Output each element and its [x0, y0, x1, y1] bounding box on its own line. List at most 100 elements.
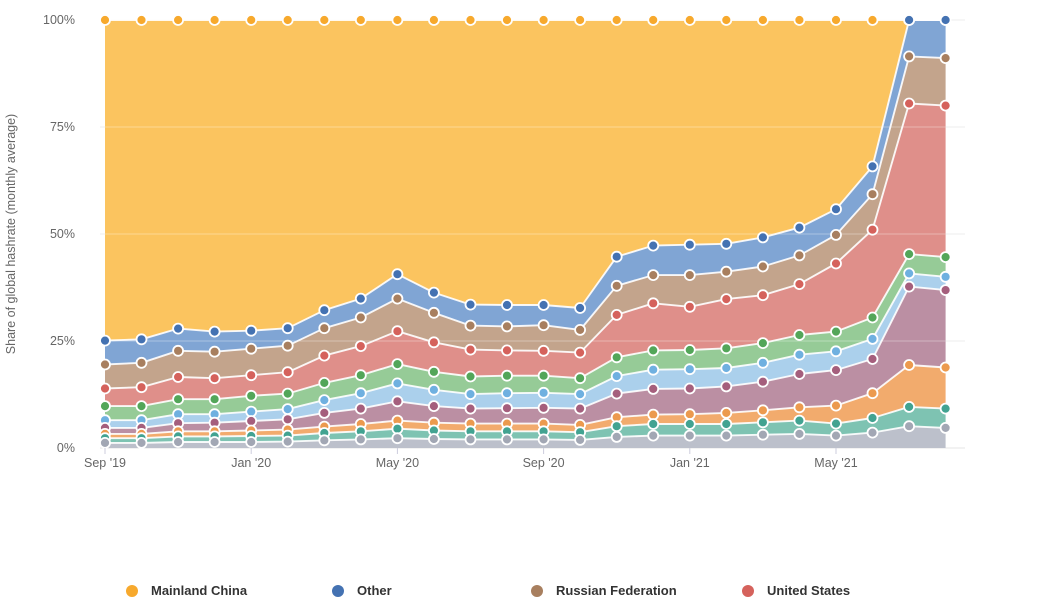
data-point-mainland-china[interactable]	[318, 14, 331, 26]
data-point-other[interactable]	[866, 160, 879, 173]
data-point-canada[interactable]	[830, 399, 842, 412]
data-point-united-states[interactable]	[866, 223, 879, 236]
data-point-other[interactable]	[574, 302, 586, 314]
data-point-russian-federation[interactable]	[610, 279, 623, 292]
data-point-kazakhstan[interactable]	[464, 402, 477, 415]
data-point-ireland[interactable]	[574, 433, 586, 446]
data-point-russian-federation[interactable]	[757, 260, 769, 273]
data-point-mainland-china[interactable]	[245, 14, 258, 26]
data-point-malaysia[interactable]	[464, 370, 477, 383]
data-point-other[interactable]	[537, 299, 550, 311]
data-point-malaysia[interactable]	[501, 369, 513, 382]
data-point-kazakhstan[interactable]	[574, 402, 586, 415]
data-point-united-states[interactable]	[99, 382, 111, 395]
data-point-iran[interactable]	[501, 387, 513, 400]
data-point-mainland-china[interactable]	[208, 14, 221, 26]
data-point-united-states[interactable]	[830, 257, 842, 270]
data-point-russian-federation[interactable]	[647, 269, 660, 282]
data-point-canada[interactable]	[683, 408, 696, 421]
data-point-russian-federation[interactable]	[939, 52, 952, 64]
data-point-mainland-china[interactable]	[501, 14, 513, 26]
data-point-kazakhstan[interactable]	[354, 402, 367, 415]
data-point-other[interactable]	[99, 334, 111, 347]
data-point-iran[interactable]	[757, 356, 769, 369]
data-point-kazakhstan[interactable]	[866, 353, 879, 365]
data-point-russian-federation[interactable]	[172, 344, 185, 357]
data-point-germany[interactable]	[793, 414, 806, 427]
data-point-malaysia[interactable]	[866, 311, 879, 324]
data-point-germany[interactable]	[391, 422, 404, 435]
data-point-kazakhstan[interactable]	[501, 402, 513, 415]
data-point-russian-federation[interactable]	[537, 319, 550, 332]
data-point-kazakhstan[interactable]	[757, 375, 769, 388]
data-point-mainland-china[interactable]	[793, 14, 806, 26]
data-point-mainland-china[interactable]	[464, 14, 477, 26]
data-point-united-states[interactable]	[683, 300, 696, 313]
data-point-ireland[interactable]	[281, 435, 294, 448]
data-point-russian-federation[interactable]	[135, 356, 148, 369]
data-point-kazakhstan[interactable]	[610, 387, 623, 400]
data-point-ireland[interactable]	[208, 436, 221, 448]
data-point-united-states[interactable]	[647, 297, 660, 310]
data-point-mainland-china[interactable]	[683, 14, 696, 26]
data-point-russian-federation[interactable]	[903, 50, 915, 63]
data-point-other[interactable]	[245, 324, 258, 337]
data-point-other[interactable]	[757, 231, 769, 244]
data-point-russian-federation[interactable]	[501, 320, 513, 333]
legend-item-russian-federation[interactable]: Russian Federation	[531, 583, 677, 599]
data-point-ireland[interactable]	[464, 433, 477, 446]
data-point-iran[interactable]	[793, 348, 806, 361]
data-point-malaysia[interactable]	[903, 248, 915, 261]
data-point-malaysia[interactable]	[245, 389, 258, 402]
data-point-ireland[interactable]	[720, 429, 733, 442]
data-point-malaysia[interactable]	[830, 325, 842, 338]
data-point-iran[interactable]	[647, 363, 660, 376]
data-point-malaysia[interactable]	[354, 369, 367, 382]
data-point-kazakhstan[interactable]	[720, 380, 733, 393]
data-point-russian-federation[interactable]	[245, 342, 258, 355]
data-point-kazakhstan[interactable]	[830, 364, 842, 377]
data-point-iran[interactable]	[318, 394, 331, 407]
data-point-iran[interactable]	[537, 386, 550, 399]
data-point-kazakhstan[interactable]	[245, 415, 258, 427]
data-point-canada[interactable]	[757, 404, 769, 417]
data-point-other[interactable]	[391, 268, 404, 281]
data-point-mainland-china[interactable]	[647, 14, 660, 26]
data-point-iran[interactable]	[830, 345, 842, 358]
data-point-russian-federation[interactable]	[683, 269, 696, 282]
data-point-ireland[interactable]	[354, 433, 367, 446]
data-point-iran[interactable]	[464, 388, 477, 401]
data-point-malaysia[interactable]	[208, 393, 221, 406]
data-point-other[interactable]	[610, 250, 623, 263]
data-point-malaysia[interactable]	[391, 358, 404, 371]
data-point-other[interactable]	[464, 298, 477, 311]
legend-item-united-states[interactable]: United States	[742, 583, 850, 599]
data-point-other[interactable]	[427, 286, 440, 299]
data-point-other[interactable]	[647, 239, 660, 252]
data-point-ireland[interactable]	[903, 420, 915, 433]
data-point-ireland[interactable]	[537, 433, 550, 446]
data-point-kazakhstan[interactable]	[281, 413, 294, 426]
data-point-other[interactable]	[172, 322, 185, 335]
data-point-other[interactable]	[830, 203, 842, 216]
data-point-ireland[interactable]	[245, 436, 258, 448]
data-point-iran[interactable]	[866, 332, 879, 345]
data-point-united-states[interactable]	[537, 344, 550, 357]
data-point-kazakhstan[interactable]	[427, 400, 440, 413]
data-point-united-states[interactable]	[903, 97, 915, 110]
data-point-united-states[interactable]	[172, 371, 185, 383]
data-point-mainland-china[interactable]	[574, 14, 586, 26]
data-point-russian-federation[interactable]	[464, 319, 477, 332]
data-point-ireland[interactable]	[391, 432, 404, 445]
data-point-malaysia[interactable]	[427, 365, 440, 378]
data-point-malaysia[interactable]	[793, 329, 806, 341]
data-point-iran[interactable]	[720, 362, 733, 374]
data-point-mainland-china[interactable]	[830, 14, 842, 26]
data-point-mainland-china[interactable]	[427, 14, 440, 26]
data-point-kazakhstan[interactable]	[793, 368, 806, 380]
data-point-malaysia[interactable]	[318, 376, 331, 389]
data-point-russian-federation[interactable]	[793, 249, 806, 262]
data-point-russian-federation[interactable]	[574, 323, 586, 336]
data-point-canada[interactable]	[720, 406, 733, 419]
data-point-germany[interactable]	[647, 418, 660, 430]
